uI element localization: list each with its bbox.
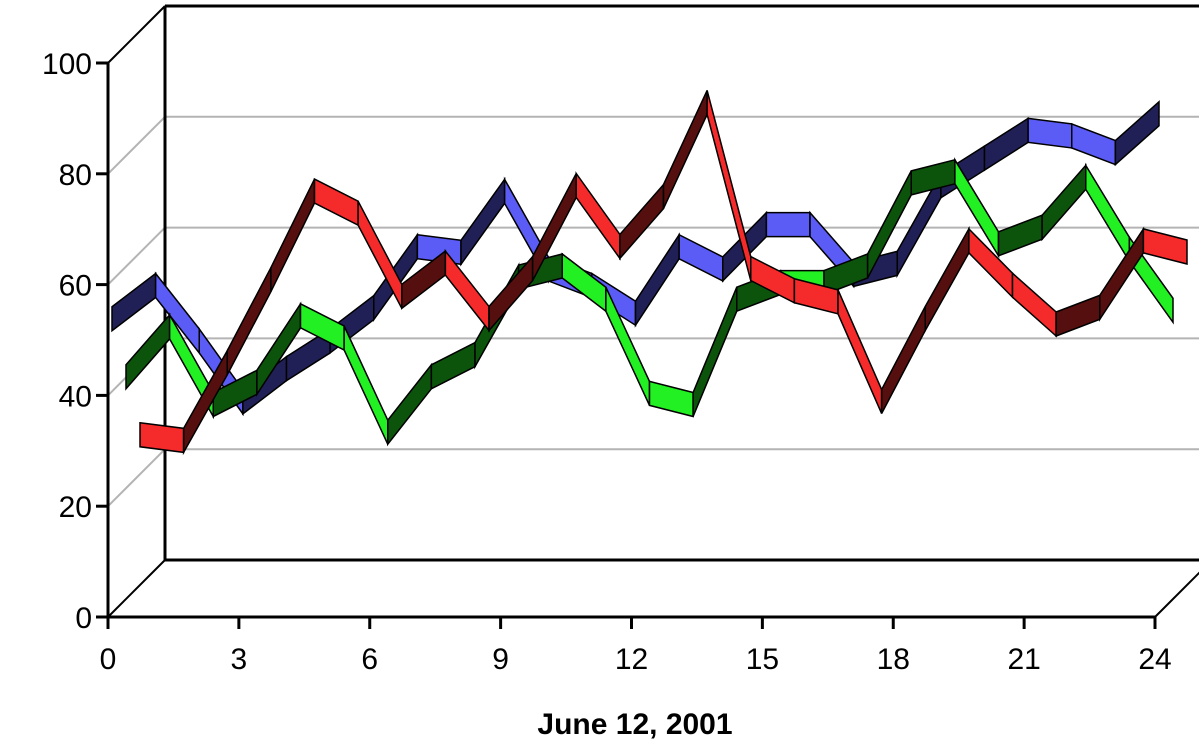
series-2-segment-5 xyxy=(343,325,389,445)
top-left-depth-edge xyxy=(107,5,166,64)
series-1-segment-13 xyxy=(678,233,724,283)
depth-gridline-60 xyxy=(107,226,166,286)
series-1-segment-8 xyxy=(460,177,506,267)
x-tick-label-3: 3 xyxy=(231,643,248,676)
series-3-segment-8 xyxy=(488,254,534,333)
series-1-segment-15 xyxy=(765,211,811,238)
series-3-segment-10 xyxy=(575,171,621,261)
series-ribbon-3 xyxy=(139,90,1188,456)
series-3-segment-3 xyxy=(270,178,316,293)
axis-layer: 0 20 40 60 80 100 0 3 6 9 12 15 18 21 24 xyxy=(42,5,1172,676)
series-2-segment-6 xyxy=(387,362,433,447)
y-tick-label-100: 100 xyxy=(42,48,92,81)
series-1-segment-21 xyxy=(1027,117,1073,149)
series-1-segment-23 xyxy=(1114,100,1160,167)
series-1-segment-20 xyxy=(983,117,1029,172)
y-tick-label-80: 80 xyxy=(59,159,92,192)
x-tick-label-12: 12 xyxy=(615,643,648,676)
series-2-segment-22 xyxy=(1085,162,1131,265)
series-3-segment-17 xyxy=(880,306,926,414)
series-2-segment-20 xyxy=(997,214,1043,257)
x-tick-label-18: 18 xyxy=(877,643,910,676)
series-3-segment-20 xyxy=(1011,271,1057,338)
series-1-segment-12 xyxy=(634,232,680,328)
series-3-segment-23 xyxy=(1142,227,1188,265)
x-tick-label-9: 9 xyxy=(492,643,509,676)
depth-gridline-20 xyxy=(107,448,166,507)
x-tick-label-6: 6 xyxy=(361,643,378,676)
floor-left-edge xyxy=(107,559,166,618)
x-tick-label-24: 24 xyxy=(1138,643,1171,676)
depth-gridline-80 xyxy=(107,116,166,175)
x-tick-label-0: 0 xyxy=(100,643,117,676)
series-3-segment-21 xyxy=(1055,294,1101,338)
x-tick-label-15: 15 xyxy=(746,643,779,676)
floor-right-edge xyxy=(1154,571,1199,618)
series-3-segment-7 xyxy=(444,248,490,333)
chart-frame xyxy=(107,4,1199,618)
x-tick-label-21: 21 xyxy=(1007,643,1040,676)
y-tick-label-40: 40 xyxy=(59,380,92,413)
y-tick-label-20: 20 xyxy=(59,491,92,524)
y-tick-label-0: 0 xyxy=(75,602,92,635)
series-3-segment-4 xyxy=(313,177,359,227)
series-2-segment-12 xyxy=(648,380,694,418)
series-1-segment-22 xyxy=(1071,122,1117,166)
series-3-segment-18 xyxy=(924,226,970,334)
series-2-segment-7 xyxy=(430,341,476,391)
x-axis-title: June 12, 2001 xyxy=(537,708,732,741)
series-3-segment-12 xyxy=(662,90,708,209)
series-3-segment-0 xyxy=(139,421,185,454)
series-2-segment-13 xyxy=(692,286,738,417)
series-3-segment-11 xyxy=(619,182,665,261)
series-2-segment-0 xyxy=(125,312,171,391)
series-2-segment-10 xyxy=(561,252,607,313)
series-layer xyxy=(111,90,1188,456)
series-3-segment-16 xyxy=(837,289,883,414)
series-1-segment-0 xyxy=(111,272,157,333)
y-tick-label-60: 60 xyxy=(59,270,92,303)
